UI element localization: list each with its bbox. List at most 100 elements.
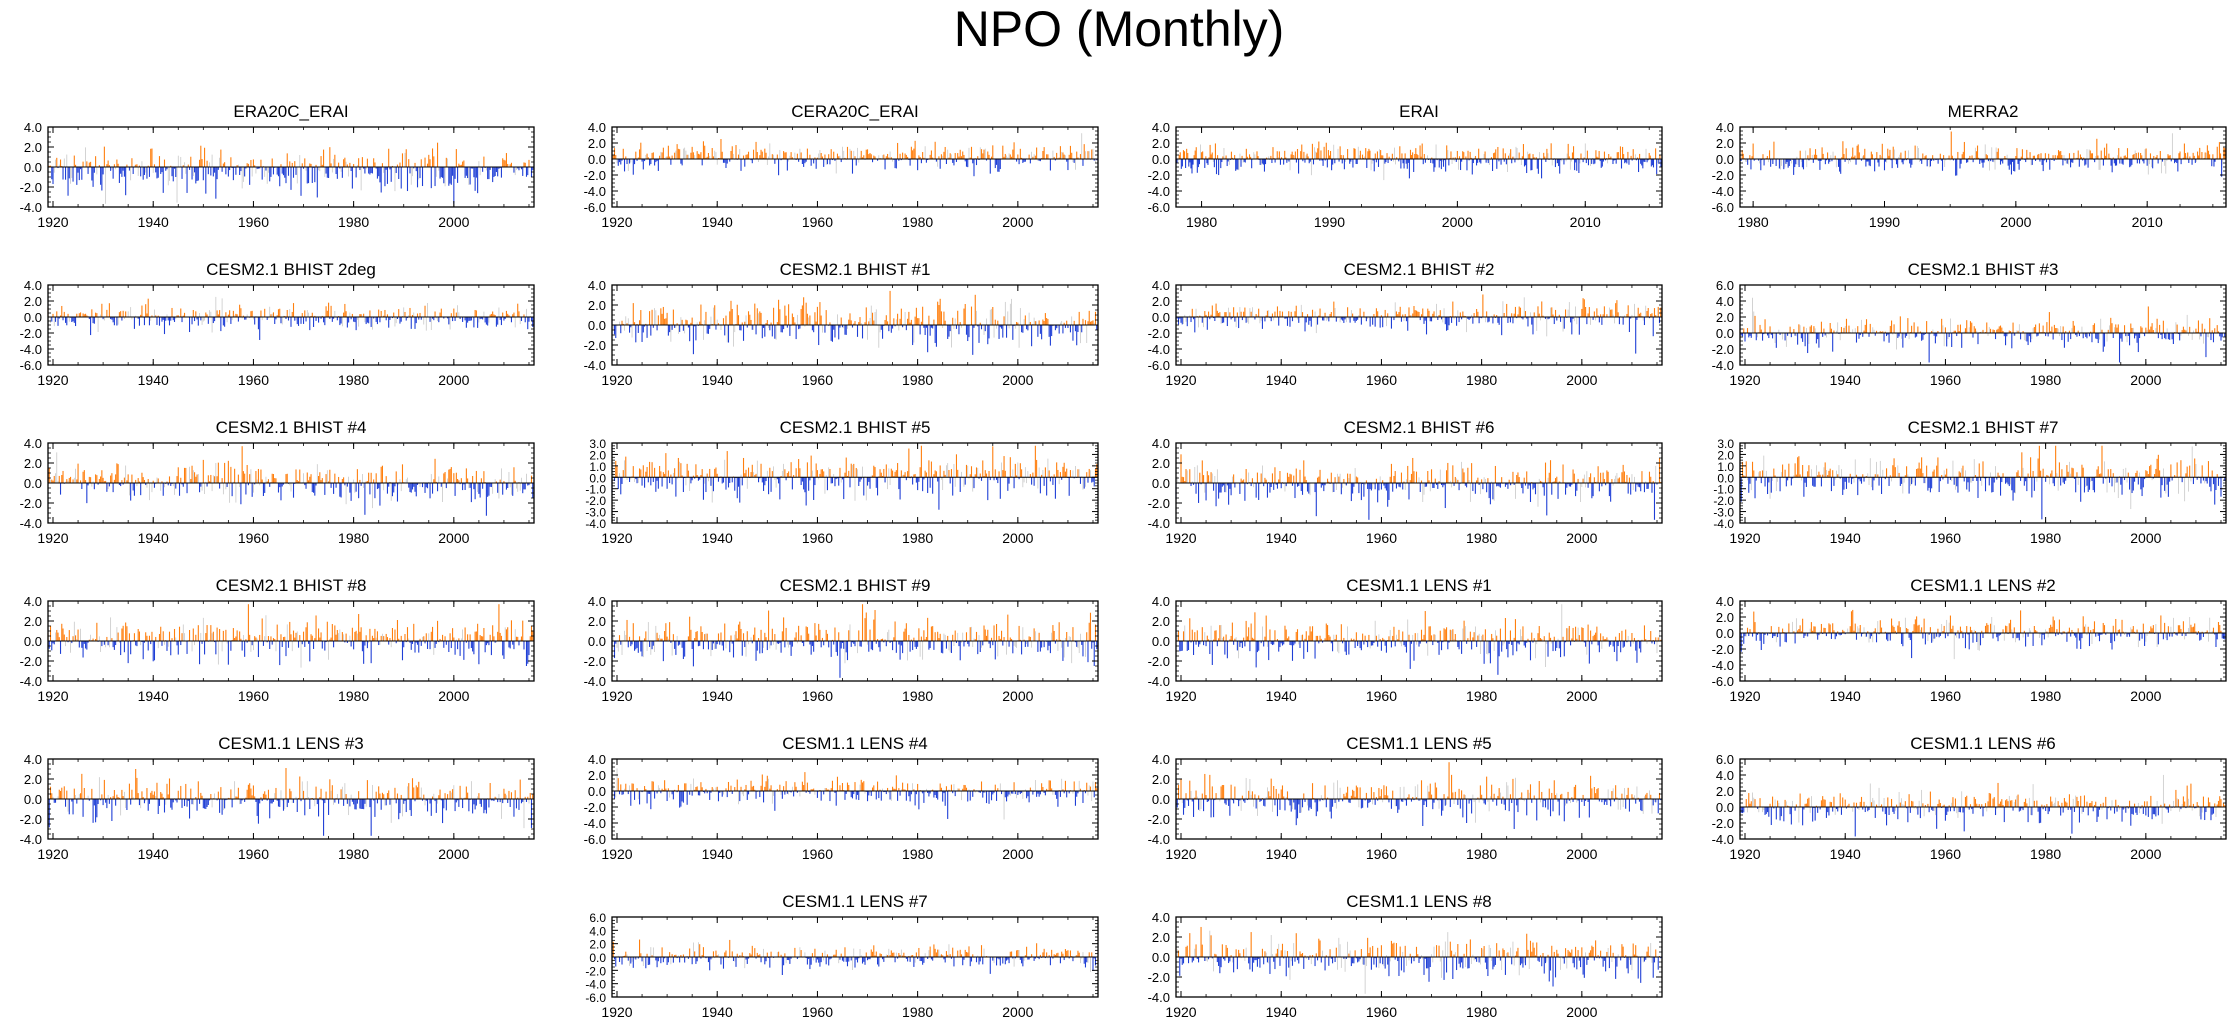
x-tick-label: 2000 [1566,372,1597,388]
y-tick-label: -4.0 [1148,342,1170,357]
x-tick-label: 2000 [2130,372,2161,388]
x-tick-label: 1920 [37,214,68,230]
y-tick-label: -2.0 [1712,168,1734,183]
series-bars [1739,131,2226,177]
panel-title: CESM2.1 BHIST #5 [780,418,931,437]
series-bars [1175,141,1662,181]
y-tick-label: 0.0 [24,476,42,491]
x-tick-label: 1980 [338,214,369,230]
y-tick-label: -2.0 [585,494,606,508]
y-tick-label: 4.0 [1716,120,1734,135]
y-tick-label: -4.0 [585,517,606,531]
panel-title: ERAI [1399,102,1439,121]
x-tick-label: 2000 [2000,214,2031,230]
x-tick-label: 1940 [702,372,733,388]
panel-title: CESM2.1 BHIST #1 [780,260,931,279]
y-tick-label: 0.0 [588,152,606,167]
x-tick-label: 2000 [1002,372,1033,388]
x-tick-label: 1960 [802,372,833,388]
series-bars [611,290,1098,355]
series-bars [611,133,1098,177]
x-tick-label: 1960 [238,214,269,230]
y-tick-label: -4.0 [584,184,606,199]
y-tick-label: 2.0 [589,448,606,462]
x-tick-label: 1980 [338,530,369,546]
x-tick-label: 1940 [702,214,733,230]
panel-7: CESM2.1 BHIST #3 6.04.02.00.0-2.0-4.01920… [1712,260,2227,388]
x-tick-label: 1920 [37,372,68,388]
y-tick-label: 4.0 [24,120,42,135]
series-bars [47,296,534,340]
panel-title: CESM2.1 BHIST #3 [1908,260,2059,279]
y-tick-label: 0.0 [588,318,606,333]
y-tick-label: 4.0 [1152,120,1170,135]
panel-6: CESM2.1 BHIST #2 4.02.00.0-2.0-4.0-6.0192… [1148,260,1663,388]
y-tick-label: -4.0 [1712,184,1734,199]
x-tick-label: 2000 [438,530,469,546]
y-tick-label: 2.0 [588,298,606,313]
y-tick-label: -3.0 [585,506,606,520]
plot-frame [1175,284,1663,366]
x-tick-label: 1920 [1729,372,1760,388]
panel-4: CESM2.1 BHIST 2deg4.02.00.0-2.0-4.0-6.01… [20,260,535,388]
x-tick-label: 1980 [1186,214,1217,230]
x-tick-label: 1920 [601,372,632,388]
x-tick-label: 1960 [238,530,269,546]
y-tick-label: 2.0 [1716,310,1734,325]
y-tick-label: 0.0 [1152,310,1170,325]
x-tick-label: 1940 [1266,372,1297,388]
panel-title: ERA20C_ERAI [233,102,348,121]
y-tick-label: 4.0 [24,436,42,451]
x-tick-label: 2010 [1570,214,1601,230]
x-tick-label: 1940 [138,372,169,388]
y-tick-label: 0.0 [1152,152,1170,167]
x-tick-label: 1940 [138,214,169,230]
series-bars [47,446,534,516]
x-tick-label: 2000 [438,214,469,230]
y-tick-label: -4.0 [584,358,606,373]
y-tick-label: -6.0 [20,358,42,373]
y-tick-label: 2.0 [1152,294,1170,309]
panel-2: ERAI 4.02.00.0-2.0-4.0-6.0 1980 1990 2000 201… [1148,102,1663,230]
series-bars [47,142,534,204]
y-tick-label: 0.0 [1716,326,1734,341]
y-tick-label: 4.0 [24,278,42,293]
y-tick-label: -6.0 [1148,200,1170,215]
y-tick-label: -2.0 [20,326,42,341]
y-tick-label: 0.0 [589,471,606,485]
panel-title: MERRA2 [1948,102,2019,121]
panel-title: CESM2.1 BHIST #2 [1344,260,1495,279]
x-tick-label: 2000 [438,372,469,388]
y-tick-label: -4.0 [1712,358,1734,373]
panel-3: MERRA2 4.02.00.0-2.0-4.0-6.0 1980 1990 2000 2… [1712,102,2227,230]
y-tick-label: -2.0 [584,168,606,183]
y-tick-label: -4.0 [20,516,42,531]
y-tick-label: 2.0 [24,294,42,309]
y-tick-label: 0.0 [1716,152,1734,167]
x-tick-label: 1980 [1738,214,1769,230]
panel-title: CERA20C_ERAI [791,102,919,121]
y-tick-label: -4.0 [20,342,42,357]
x-tick-label: 1960 [238,372,269,388]
x-tick-label: 1940 [1830,372,1861,388]
x-tick-label: 1920 [601,214,632,230]
panel-9: CESM2.1 BHIST #5 3.02.01.00.0-1.0-2.0-3.0… [585,418,1099,546]
y-tick-label: 4.0 [1152,278,1170,293]
x-tick-label: 2010 [2132,214,2163,230]
y-tick-label: -6.0 [584,200,606,215]
x-tick-label: 1980 [338,372,369,388]
y-tick-label: -2.0 [1148,326,1170,341]
x-tick-label: 1990 [1314,214,1345,230]
y-tick-label: -6.0 [1148,358,1170,373]
plot-frame [1739,284,2227,366]
y-tick-label: -2.0 [584,338,606,353]
x-tick-label: 1980 [1466,372,1497,388]
y-tick-label: 2.0 [588,136,606,151]
y-tick-label: 2.0 [24,140,42,155]
x-tick-label: 1920 [37,530,68,546]
y-tick-label: 2.0 [24,456,42,471]
